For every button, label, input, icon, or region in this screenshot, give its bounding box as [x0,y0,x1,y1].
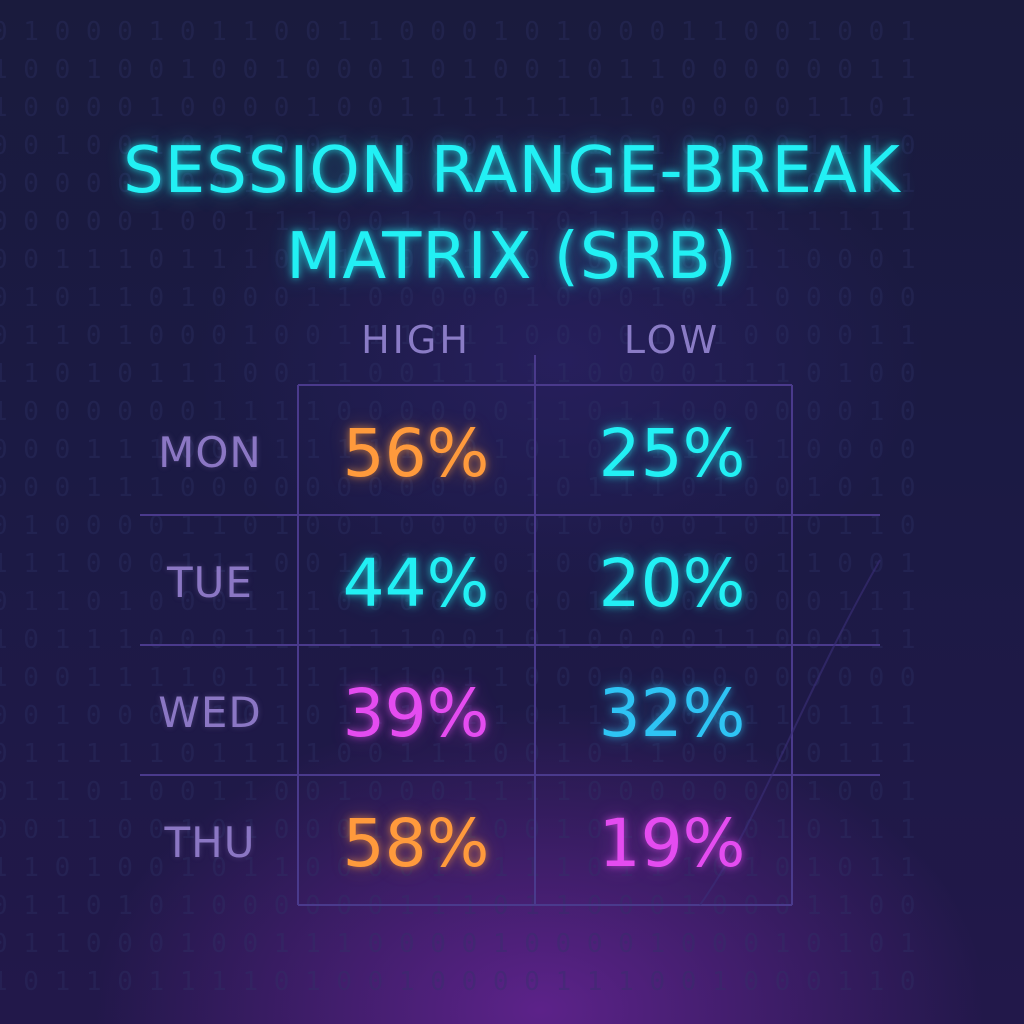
cell-wed-low: 32% [598,675,746,752]
chart-title: SESSION RANGE-BREAK MATRIX (SRB) [0,128,1024,300]
cell-tue-low: 20% [598,545,746,622]
svg-text:0 1 0 0 0 1 0 1 1 0 0 1 1 0 0: 0 1 0 0 0 1 0 1 1 0 0 1 1 0 0 0 1 0 1 0 … [0,17,916,47]
svg-text:1 1 0 1 0 0 1 0 1 1 0 0 0 0 1: 1 1 0 1 0 0 1 0 1 1 0 0 0 0 1 1 1 1 1 0 … [0,853,916,883]
cell-wed-high: 39% [342,675,490,752]
decorative-curve [699,559,881,906]
svg-text:0 1 0 1 1 0 1 0 0 0 1 1 0 0 0: 0 1 0 1 1 0 1 0 0 0 1 1 0 0 0 0 0 1 0 0 … [0,283,916,313]
svg-text:0 0 0 0 0 0 0 0 1 0 0 0 1 0 0: 0 0 0 0 0 0 0 0 1 0 0 0 1 0 0 0 0 0 0 1 … [0,169,916,199]
svg-text:0 0 0 1 1 1 0 0 0 0 0 0 0 0 0: 0 0 0 1 1 1 0 0 0 0 0 0 0 0 0 0 0 1 0 1 … [0,473,916,503]
svg-text:1 0 0 0 0 0 0 1 1 1 1 0 0 0 0: 1 0 0 0 0 0 0 1 1 1 1 0 0 0 0 0 0 1 1 0 … [0,397,916,427]
cell-mon-high: 56% [342,415,490,492]
row-label-thu: THU [164,818,256,867]
row-label-tue: TUE [167,558,253,607]
svg-text:1 0 0 0 0 1 0 0 0 0 1 0 0 1 1: 1 0 0 0 0 1 0 0 0 0 1 0 0 1 1 1 1 1 1 1 … [0,93,916,123]
svg-text:0 0 1 0 0 0 0 1 0 1 0 1 1 1 0: 0 0 1 0 0 0 0 1 0 1 0 1 1 1 0 1 1 0 1 1 … [0,701,916,731]
column-header-high: HIGH [361,318,471,362]
row-label-wed: WED [158,688,262,737]
cell-thu-low: 19% [598,805,746,882]
svg-text:1 0 0 1 1 1 1 0 1 1 1 1 1 1 0: 1 0 0 1 1 1 1 0 1 1 1 1 1 1 0 1 1 0 0 0 … [0,663,916,693]
svg-text:0 0 0 1 1 1 0 0 1 1 1 1 1 1 0: 0 0 0 1 1 1 0 0 1 1 1 1 1 1 0 0 1 0 1 0 … [0,435,916,465]
row-label-mon: MON [158,428,262,477]
svg-text:0 1 1 0 0 0 1 0 0 1 1 1 0 0 0: 0 1 1 0 0 0 1 0 0 1 1 1 0 0 0 0 1 0 0 0 … [0,929,916,959]
title-line-2: MATRIX (SRB) [286,220,738,294]
svg-text:1 0 1 1 0 1 1 1 1 0 1 0 0 1 0: 1 0 1 1 0 1 1 1 1 0 1 0 0 1 0 0 0 0 1 1 … [0,967,916,997]
cell-tue-high: 44% [342,545,490,622]
svg-text:0 1 1 0 1 0 0 0 1 0 0 1 1 1 0: 0 1 1 0 1 0 0 0 1 0 0 1 1 1 0 1 1 0 0 0 … [0,321,916,351]
svg-text:0 0 0 0 0 1 0 0 1 1 1 0 0 1 1: 0 0 0 0 0 1 0 0 1 1 1 0 0 1 1 0 1 1 0 1 … [0,207,916,237]
svg-text:0 0 1 0 0 1 0 1 1 0 0 1 1 0 0: 0 0 1 0 0 1 0 1 1 0 0 1 1 0 0 0 1 1 1 1 … [0,131,916,161]
svg-text:1 1 1 0 0 0 1 1 1 0 0 1 0 1 1: 1 1 1 0 0 0 1 1 1 0 0 1 0 1 1 1 0 1 0 0 … [0,549,916,579]
svg-text:0 1 1 1 1 1 0 1 1 1 1 0 0 1 1: 0 1 1 1 1 1 0 1 1 1 1 0 0 1 1 1 0 0 1 0 … [0,739,916,769]
svg-text:0 0 1 1 0 0 1 0 1 0 0 0 1 1 0: 0 0 1 1 0 0 1 0 1 0 0 0 1 1 0 1 0 0 1 0 … [0,815,916,845]
cell-mon-low: 25% [598,415,746,492]
cell-thu-high: 58% [342,805,490,882]
svg-text:1 0 1 1 1 0 0 0 1 1 1 1 1 1 0: 1 0 1 1 1 0 0 0 1 1 1 1 1 1 0 0 1 0 1 0 … [0,625,916,655]
svg-text:0 0 1 1 1 0 1 1 1 0 1 1 0 0 0: 0 0 1 1 1 0 1 1 1 0 1 1 0 0 0 1 1 0 1 0 … [0,245,916,275]
svg-text:0 1 1 0 1 0 0 0 1 1 1 0 0 0 0: 0 1 1 0 1 0 0 0 1 1 1 0 0 0 0 1 0 0 0 1 … [0,587,916,617]
title-line-1: SESSION RANGE-BREAK [123,134,901,208]
svg-text:1 0 0 1 0 0 1 0 0 1 0 0 0 1 0: 1 0 0 1 0 0 1 0 0 1 0 0 0 1 0 1 0 0 1 0 … [0,55,916,85]
column-header-low: LOW [623,318,721,362]
